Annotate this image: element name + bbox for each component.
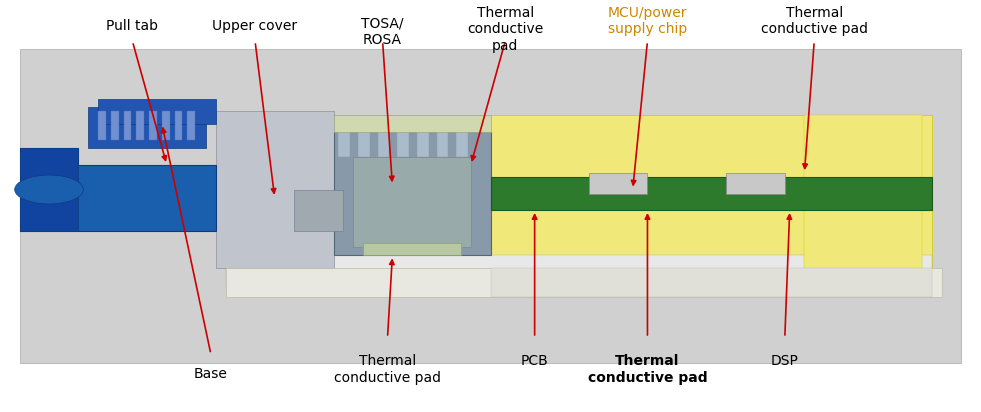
Bar (378, 132, 389, 157)
Bar (804, 115, 922, 288)
Text: Pull tab: Pull tab (106, 19, 159, 33)
Bar (397, 132, 409, 157)
Bar (437, 132, 448, 157)
Bar (294, 190, 343, 231)
Bar (726, 173, 785, 194)
Text: DSP: DSP (771, 354, 799, 368)
Text: Upper cover: Upper cover (213, 19, 297, 33)
Bar (338, 132, 350, 157)
Bar (226, 268, 942, 297)
Text: Thermal
conductive pad: Thermal conductive pad (334, 354, 441, 384)
Bar (149, 111, 157, 140)
Bar (111, 111, 119, 140)
Polygon shape (20, 148, 216, 231)
Bar (358, 132, 370, 157)
Bar (226, 255, 932, 288)
Bar (417, 132, 429, 157)
Bar (136, 111, 144, 140)
Bar (353, 157, 471, 247)
Bar (490, 268, 932, 297)
Bar (88, 107, 206, 148)
Bar (98, 111, 106, 140)
Bar (589, 173, 647, 194)
Text: TOSA/
ROSA: TOSA/ ROSA (361, 16, 404, 47)
Bar (175, 111, 182, 140)
Bar (124, 111, 131, 140)
Text: Base: Base (194, 367, 228, 381)
Bar (226, 115, 932, 288)
Bar (162, 111, 170, 140)
Text: Thermal
conductive pad: Thermal conductive pad (588, 354, 707, 384)
Bar (98, 99, 216, 124)
Bar (490, 177, 932, 210)
Text: Thermal
conductive pad: Thermal conductive pad (760, 6, 868, 36)
Text: Thermal
conductive
pad: Thermal conductive pad (467, 6, 543, 53)
Bar (216, 111, 334, 268)
Bar (187, 111, 195, 140)
Bar (20, 49, 961, 363)
Bar (456, 132, 468, 157)
Bar (363, 243, 461, 255)
Bar (334, 132, 490, 255)
Text: MCU/power
supply chip: MCU/power supply chip (607, 6, 688, 36)
Bar (334, 115, 490, 132)
Bar (20, 148, 78, 231)
Text: PCB: PCB (521, 354, 548, 368)
Circle shape (15, 175, 83, 204)
